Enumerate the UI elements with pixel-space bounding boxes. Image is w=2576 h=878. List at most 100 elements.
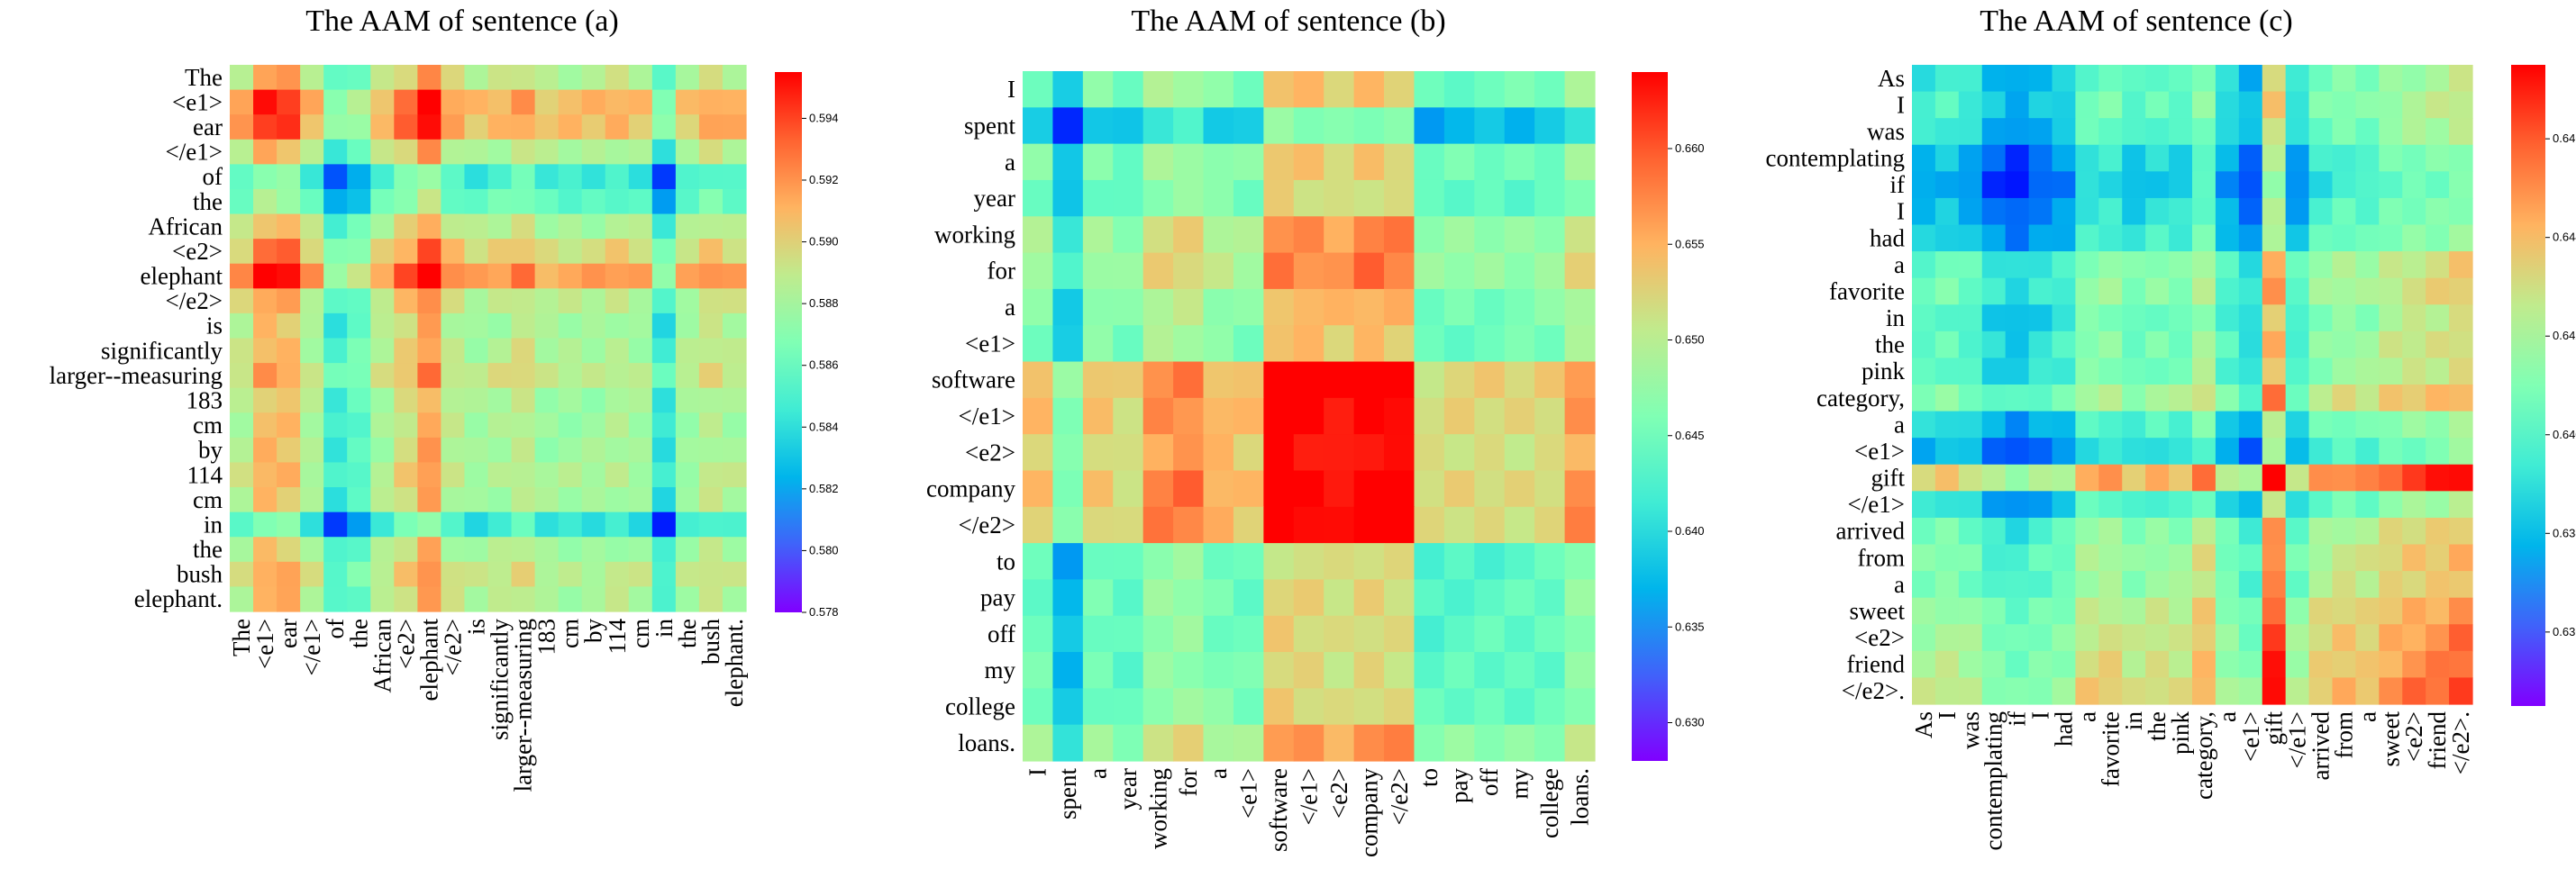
heatmap-cell [534,412,560,439]
heatmap-cell [1934,677,1960,705]
heatmap-cell [2028,597,2053,625]
column-label: college [1536,768,1563,838]
heatmap-cell [581,511,606,538]
heatmap-cell [1173,579,1205,617]
heatmap-cell [2215,251,2240,279]
heatmap-cell [1534,688,1566,726]
heatmap-cell [1324,579,1355,617]
heatmap-cell [1934,251,1960,279]
heatmap-cell [1142,434,1174,472]
heatmap-cell [2169,144,2193,172]
heatmap-cell [1534,615,1566,653]
heatmap-cell [1504,288,1535,326]
heatmap-cell [1023,288,1054,326]
heatmap-cell [2355,65,2380,93]
heatmap-cell [2215,438,2240,466]
heatmap-cell [1082,652,1114,689]
heatmap-cell [2052,517,2077,546]
heatmap-cell [2238,330,2263,359]
heatmap-cell [1981,517,2007,546]
heatmap-cell [2262,385,2287,412]
heatmap-cell [1173,71,1205,108]
heatmap-cell [2098,118,2123,146]
row-label: pink [1861,358,1906,385]
heatmap-cell [487,462,513,488]
heatmap-panel-b: The AAM of sentence (b) Ispentayearworki… [926,5,1705,857]
heatmap-cell [370,164,395,190]
heatmap-cell [628,263,653,289]
heatmap-cell [2332,171,2357,199]
heatmap-cell [2005,251,2030,279]
heatmap-cell [2285,277,2310,305]
colorbar-tick-label: 0.660 [1675,141,1705,155]
heatmap-cell [2379,65,2403,93]
heatmap-cell [2238,517,2263,546]
heatmap-cell [2145,358,2170,385]
heatmap-cell [2028,197,2053,226]
heatmap-cell [2145,677,2170,705]
heatmap-cell [2052,491,2077,519]
heatmap-cell [2098,224,2123,252]
heatmap-cell [1353,470,1385,508]
heatmap-cell [1474,179,1506,217]
heatmap-cell [2215,171,2240,199]
heatmap-cell [722,586,747,612]
heatmap-cell [1173,724,1205,762]
row-label: African [149,213,223,240]
colorbar-tick-label: 0.640 [1675,524,1705,538]
heatmap-cell [1113,325,1144,363]
heatmap-cell [1233,325,1264,363]
heatmap-cell [487,239,513,265]
heatmap-cell [1474,361,1506,399]
heatmap-cell [2332,677,2357,705]
column-label: the [2144,711,2171,741]
column-label: category, [2190,711,2217,800]
heatmap-cell [1052,288,1084,326]
heatmap-cell [417,288,442,314]
heatmap-cell [2169,624,2193,652]
row-labels-c: AsIwascontemplatingifIhadafavoriteinthep… [1766,65,1906,704]
heatmap-cell [698,338,724,364]
heatmap-cell [441,511,466,538]
heatmap-cell [2005,438,2030,466]
heatmap-cell [2402,385,2426,412]
heatmap-cell [2075,330,2099,359]
heatmap-cell [1504,179,1535,217]
row-label: of [203,163,223,190]
heatmap-cell [2402,144,2426,172]
heatmap-cell [1912,91,1936,119]
heatmap-cell [1534,143,1566,181]
heatmap-cell [581,65,606,91]
heatmap-cell [1443,179,1475,217]
heatmap-cell [2075,65,2099,93]
heatmap-cell [722,164,747,190]
heatmap-cell [1023,107,1054,145]
heatmap-cell [1263,470,1295,508]
heatmap-cell [1113,506,1144,544]
heatmap-cell [2052,224,2077,252]
heatmap-cell [1052,579,1084,617]
heatmap-cell [2005,277,2030,305]
heatmap-cell [1958,358,1983,385]
heatmap-cell [1443,288,1475,326]
heatmap-cell [1324,397,1355,435]
heatmap-cell [1912,65,1936,93]
heatmap-cell [2402,358,2426,385]
heatmap-cell [417,363,442,389]
row-label: <e2> [1854,624,1905,651]
heatmap-cell [2075,385,2099,412]
heatmap-cell [534,537,560,563]
heatmap-cell [1023,506,1054,544]
heatmap-cell [534,561,560,588]
heatmap-cell [1233,179,1264,217]
heatmap-cell [1474,107,1506,145]
row-label: </e1> [166,139,223,166]
heatmap-cell [2145,65,2170,93]
heatmap-cell [722,363,747,389]
row-label: for [988,258,1015,285]
heatmap-cell [1082,216,1114,254]
heatmap-cell [1353,652,1385,689]
heatmap-cell [581,462,606,488]
heatmap-cell [2355,91,2380,119]
heatmap-cell [1142,543,1174,581]
